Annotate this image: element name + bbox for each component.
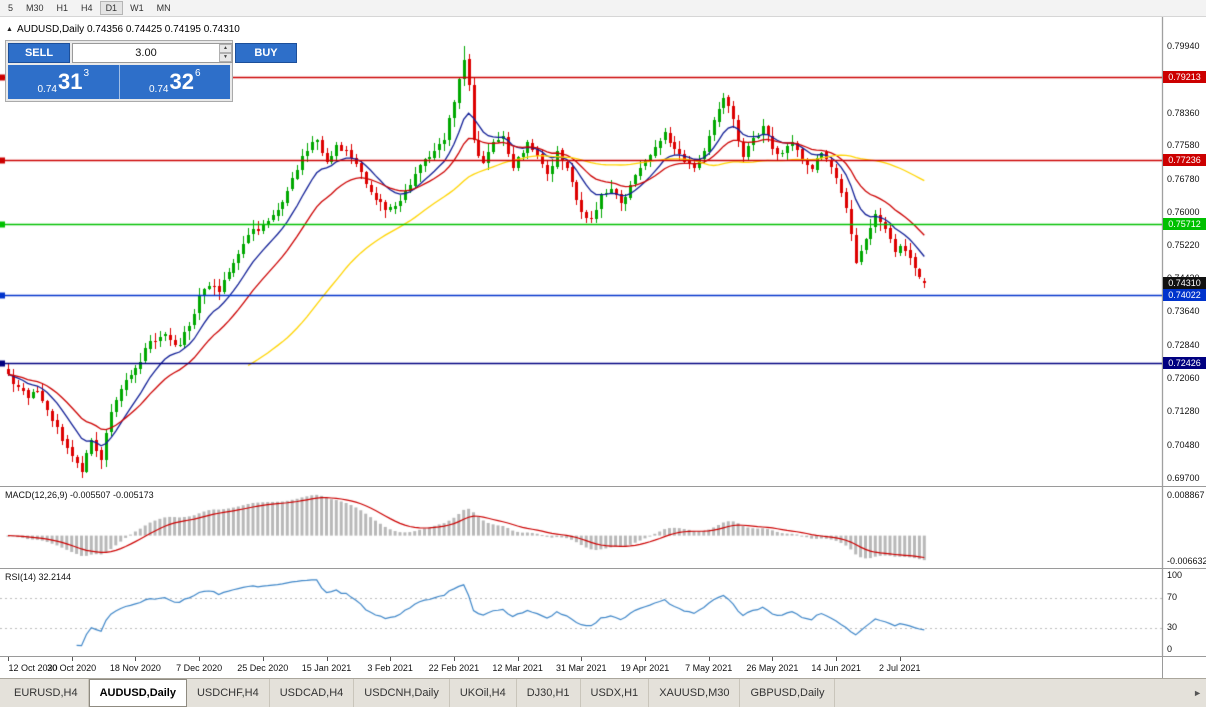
time-axis-label: 2 Jul 2021	[879, 663, 921, 673]
macd-canvas[interactable]	[0, 487, 1206, 568]
time-axis-tick	[72, 657, 73, 661]
buy-button[interactable]: BUY	[235, 43, 297, 63]
time-axis-tick	[8, 657, 9, 661]
rsi-axis-0-label: 0	[1167, 644, 1173, 654]
rsi-axis-30-label: 30	[1167, 622, 1178, 632]
rsi-canvas[interactable]	[0, 569, 1206, 656]
time-axis-label: 30 Oct 2020	[47, 663, 97, 673]
timeframe-button-mn[interactable]: MN	[151, 1, 177, 15]
time-axis-label: 7 Dec 2020	[176, 663, 223, 673]
bid-price[interactable]: 0.74 31 3	[8, 65, 119, 99]
chart-tab[interactable]: USDCAD,H4	[270, 679, 355, 707]
chart-tabs-strip: EURUSD,H4 AUDUSD,Daily USDCHF,H4 USDCAD,H4 U…	[0, 679, 1206, 707]
macd-axis-min-label: -0.006632	[1167, 556, 1206, 566]
tab-scroll-right-button[interactable]: ►	[1193, 688, 1202, 698]
chart-tab[interactable]: AUDUSD,Daily	[88, 679, 187, 707]
rsi-axis-70-label: 70	[1167, 592, 1178, 602]
chart-tab[interactable]: UKOil,H4	[450, 679, 517, 707]
chart-tabs-bar: EURUSD,H4 AUDUSD,Daily USDCHF,H4 USDCAD,H4 U…	[0, 678, 1206, 707]
time-axis-tick	[581, 657, 582, 661]
time-axis-tick	[263, 657, 264, 661]
timeframe-button-w1[interactable]: W1	[124, 1, 150, 15]
one-click-trading-panel: SELL ▲ ▼ BUY 0.74 31 3 0.74 32 6	[5, 40, 297, 102]
timeframe-button-m30[interactable]: M30	[20, 1, 50, 15]
time-axis-tick	[645, 657, 646, 661]
time-axis-label: 26 May 2021	[746, 663, 799, 673]
time-axis-label: 15 Jan 2021	[301, 663, 352, 673]
rsi-indicator-label: RSI(14) 32.2144	[5, 572, 72, 582]
chart-tab[interactable]: EURUSD,H4	[4, 679, 89, 707]
ask-price[interactable]: 0.74 32 6	[118, 65, 231, 99]
timeframe-button-h1[interactable]: H1	[51, 1, 75, 15]
macd-panel: MACD(12,26,9) -0.005507 -0.005173 0.0088…	[0, 486, 1206, 569]
ask-price-pip-digit: 6	[194, 68, 201, 79]
rsi-axis-100-label: 100	[1167, 570, 1183, 580]
macd-axis-max-label: 0.008867	[1167, 490, 1205, 500]
trade-controls-row: SELL ▲ ▼ BUY	[8, 43, 297, 63]
time-axis-tick	[518, 657, 519, 661]
chart-tab[interactable]: USDCNH,Daily	[354, 679, 450, 707]
volume-up-button[interactable]: ▲	[219, 44, 232, 53]
timeframe-button-d1[interactable]: D1	[99, 1, 124, 15]
chart-tab[interactable]: XAUUSD,M30	[649, 679, 741, 707]
time-axis-label: 7 May 2021	[685, 663, 733, 673]
time-axis-tick	[772, 657, 773, 661]
ask-price-big-digits: 32	[169, 69, 194, 94]
volume-stepper: ▲ ▼	[72, 43, 233, 63]
time-axis-label: 12 Mar 2021	[492, 663, 543, 673]
chart-title: ▲ AUDUSD,Daily 0.74356 0.74425 0.74195 0…	[6, 24, 240, 35]
sell-button[interactable]: SELL	[8, 43, 70, 63]
time-axis-label: 14 Jun 2021	[811, 663, 861, 673]
trade-prices-row: 0.74 31 3 0.74 32 6	[8, 65, 230, 99]
bid-price-prefix: 0.74	[37, 84, 57, 95]
chart-tab[interactable]: USDCHF,H4	[187, 679, 270, 707]
macd-indicator-label: MACD(12,26,9) -0.005507 -0.005173	[5, 490, 154, 500]
timeframe-toolbar: 5 M30 H1 H4 D1 W1 MN	[0, 0, 1206, 17]
time-axis-label: 25 Dec 2020	[237, 663, 289, 673]
ask-price-prefix: 0.74	[148, 84, 169, 95]
time-axis-label: 12 Oct 2020	[8, 663, 58, 673]
time-axis[interactable]: 12 Oct 2020 30 Oct 2020 18 Nov 2020 7 Dec 2…	[0, 656, 1206, 679]
timeframe-button-5[interactable]: 5	[2, 1, 19, 15]
price-chart-panel: ▲ AUDUSD,Daily 0.74356 0.74425 0.74195 0…	[0, 16, 1206, 486]
time-axis-label: 22 Feb 2021	[428, 663, 480, 673]
chart-tab[interactable]: DJ30,H1	[517, 679, 581, 707]
bid-price-pip-digit: 3	[83, 68, 89, 79]
bid-price-big-digits: 31	[57, 69, 83, 94]
rsi-panel: RSI(14) 32.2144 100 70 30 0	[0, 568, 1206, 657]
chart-tab[interactable]: GBPUSD,Daily	[740, 679, 836, 707]
time-axis-tick	[709, 657, 710, 661]
time-axis-tick	[454, 657, 455, 661]
time-axis-label: 3 Feb 2021	[367, 663, 413, 673]
axis-corner-divider	[1162, 657, 1163, 678]
time-axis-label: 31 Mar 2021	[556, 663, 607, 673]
time-axis-tick	[390, 657, 391, 661]
timeframe-button-h4[interactable]: H4	[75, 1, 99, 15]
time-axis-tick	[199, 657, 200, 661]
volume-input[interactable]	[73, 44, 219, 62]
time-axis-label: 18 Nov 2020	[109, 663, 161, 673]
volume-down-button[interactable]: ▼	[219, 53, 232, 62]
time-axis-tick	[327, 657, 328, 661]
time-axis-tick	[135, 657, 136, 661]
chart-tab[interactable]: USDX,H1	[581, 679, 650, 707]
chart-title-text: AUDUSD,Daily 0.74356 0.74425 0.74195 0.7…	[16, 24, 240, 35]
volume-spin-buttons: ▲ ▼	[219, 44, 232, 62]
one-click-collapse-icon[interactable]: ▲	[6, 26, 13, 33]
time-axis-tick	[900, 657, 901, 661]
time-axis-label: 19 Apr 2021	[620, 663, 670, 673]
time-axis-tick	[836, 657, 837, 661]
